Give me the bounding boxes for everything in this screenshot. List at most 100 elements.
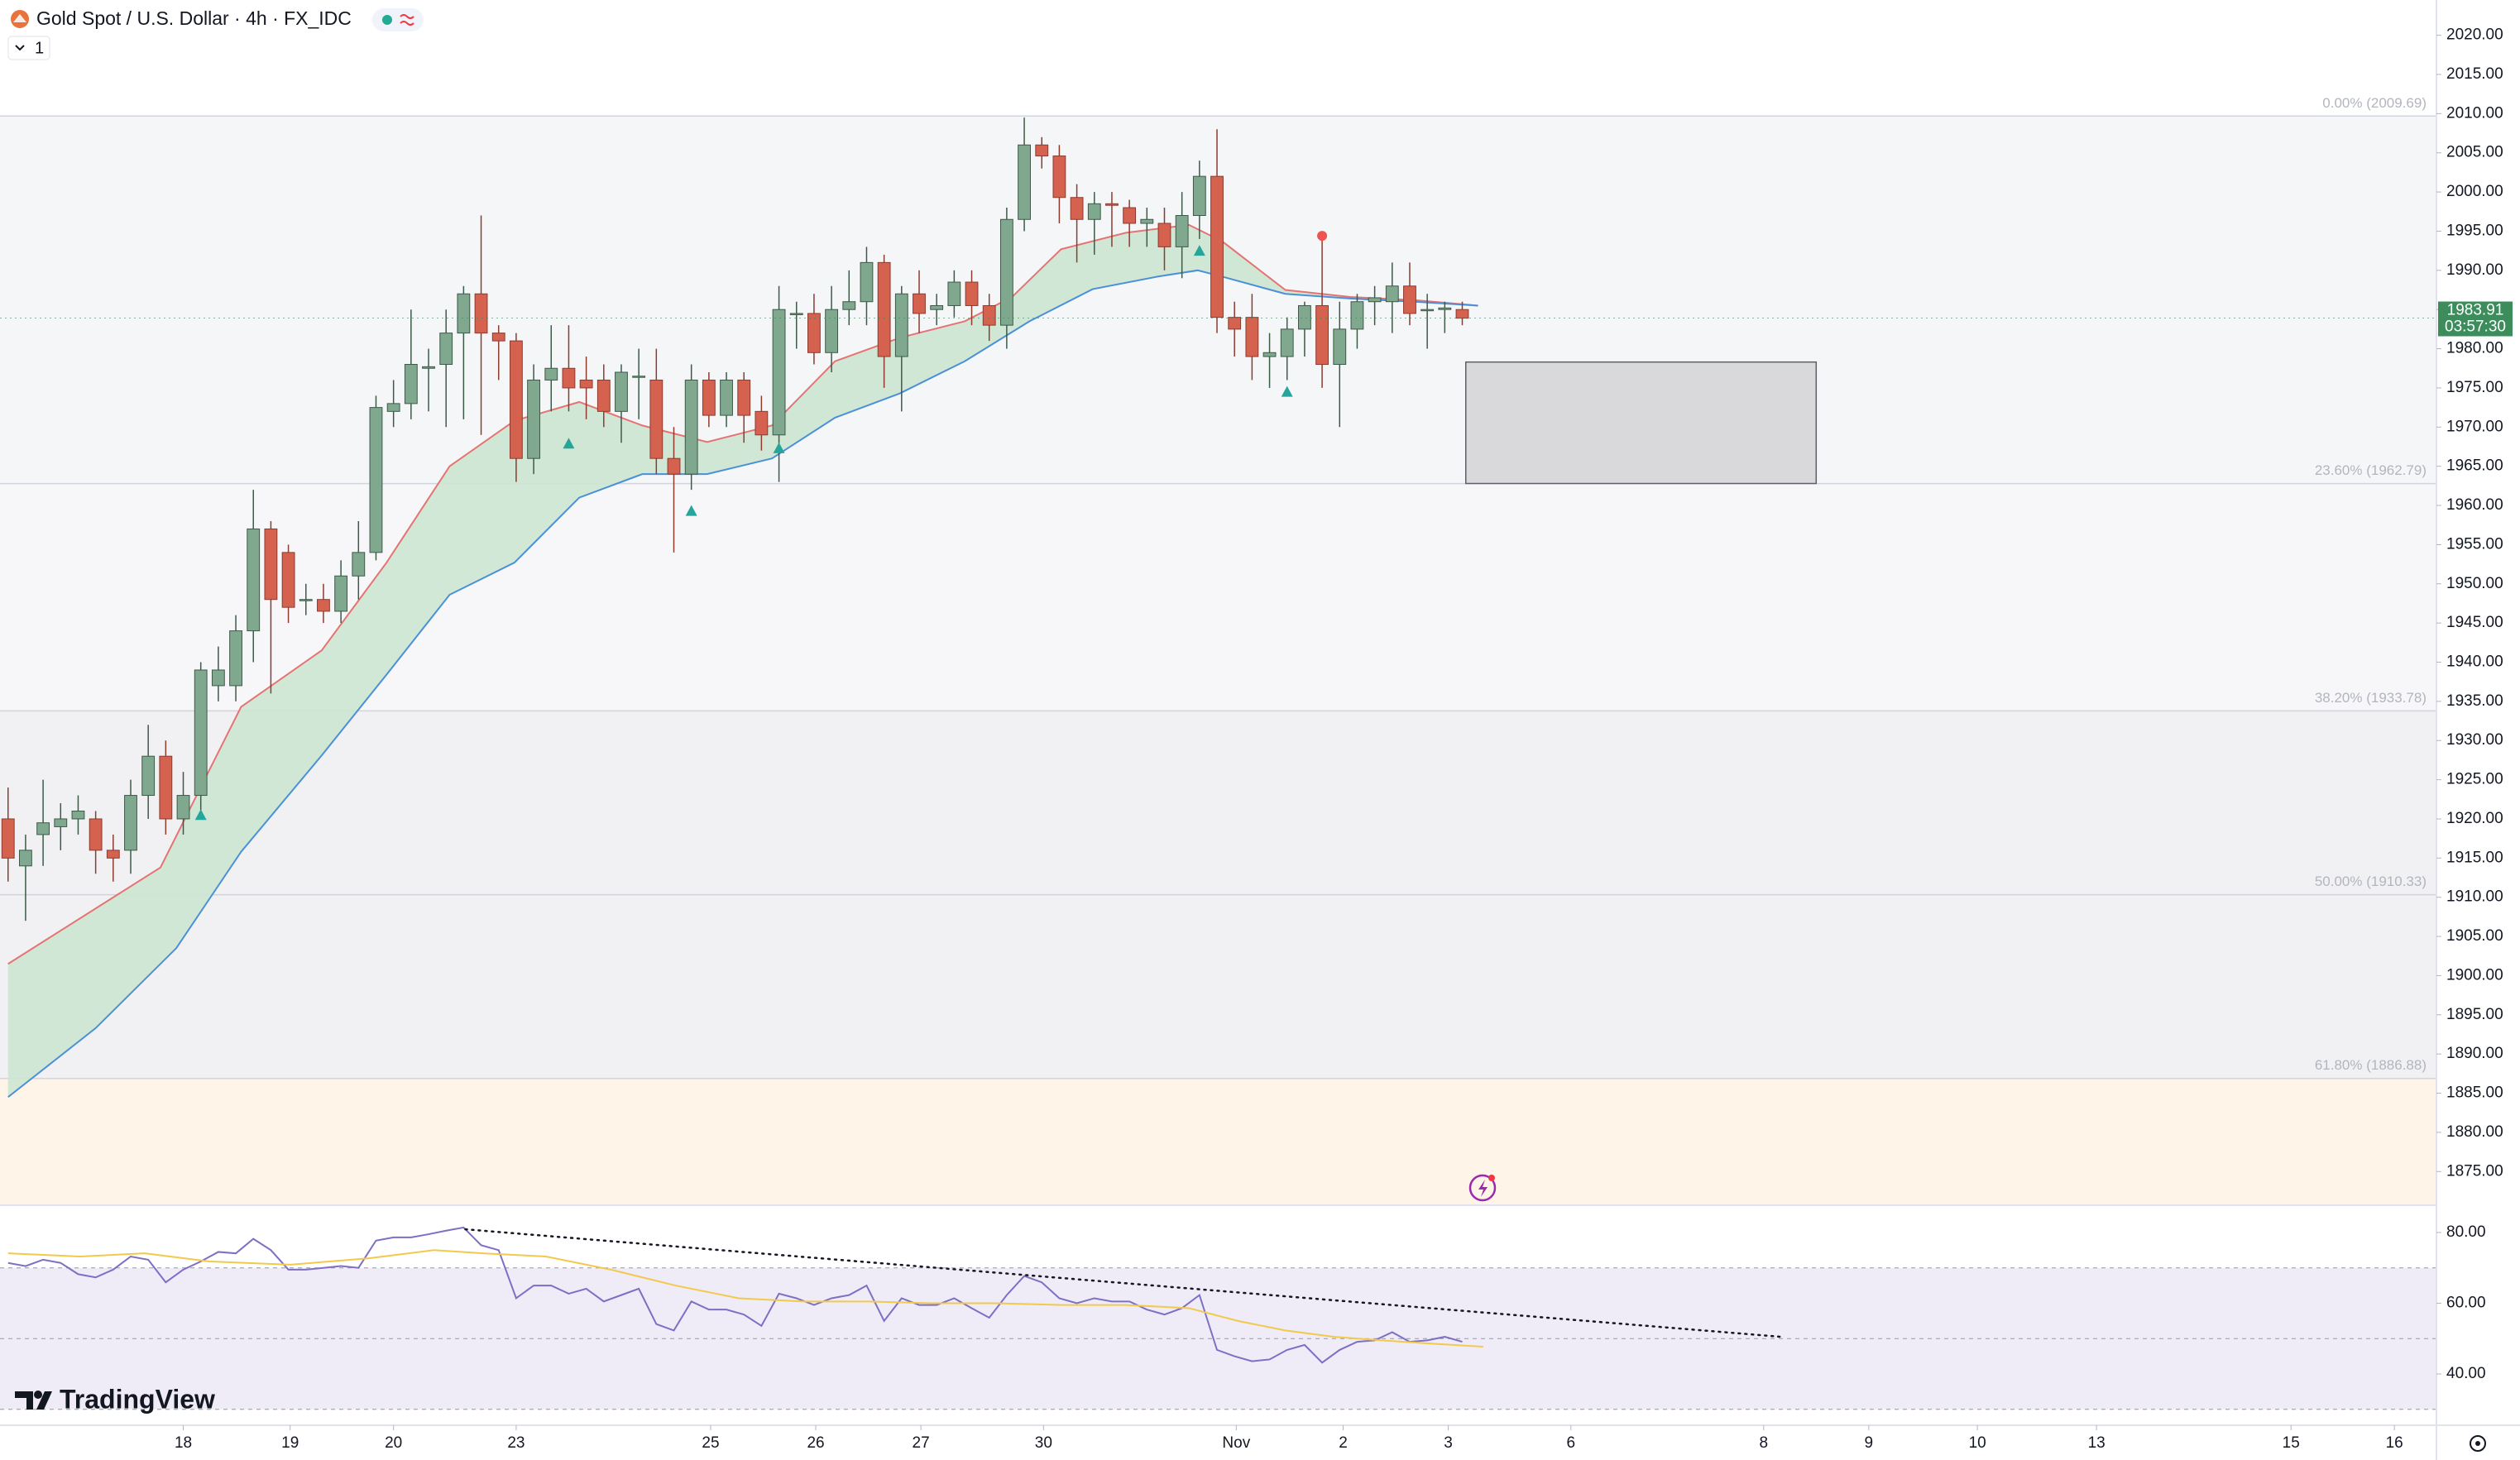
x-tick-label: 18 (175, 1434, 192, 1452)
y-tick-label: 1965.00 (2446, 457, 2503, 475)
rsi-line (7, 1226, 1463, 1364)
candle-body (1403, 285, 1416, 314)
y-tick-label: 1895.00 (2446, 1006, 2503, 1023)
candle-body (579, 379, 593, 389)
candle-body (755, 410, 769, 436)
candle-body (720, 379, 733, 416)
candle-body (1175, 215, 1189, 247)
trend-line (464, 1228, 1783, 1338)
candle-body (89, 818, 103, 851)
candle-body (1438, 307, 1452, 310)
fib-band (0, 1078, 2436, 1205)
candle-body (1245, 317, 1259, 357)
candle-body (1228, 317, 1242, 330)
candle-body (422, 366, 435, 369)
signal-triangle (773, 442, 785, 453)
candle-body (807, 313, 821, 353)
x-tick-label: 27 (913, 1434, 930, 1452)
chevron (15, 45, 25, 51)
countdown-label: 03:57:30 (2445, 318, 2506, 336)
logo-mark-slash (36, 1391, 52, 1410)
x-tick-label: 6 (1567, 1434, 1576, 1452)
delay-icon (400, 14, 414, 26)
candle-body (1333, 328, 1347, 366)
toggle-box[interactable] (7, 36, 50, 60)
last-price-label: 1983.91 (2447, 302, 2504, 319)
candle-body (1280, 328, 1294, 357)
indicator-toggle[interactable]: 1 (7, 36, 50, 60)
alert-icon[interactable] (1468, 1174, 1497, 1202)
candle-body (894, 293, 908, 357)
candle-body (176, 795, 190, 820)
rsi-ma-line (7, 1249, 1483, 1348)
candle-body (334, 575, 348, 612)
y-tick-label: 1875.00 (2446, 1162, 2503, 1180)
gear (2470, 1435, 2486, 1452)
y-tick-label: 1880.00 (2446, 1123, 2503, 1141)
x-tick-label: Nov (1222, 1434, 1250, 1452)
candle-body (211, 669, 225, 687)
candle-body (877, 261, 891, 357)
status-pill[interactable] (372, 8, 424, 31)
signal-triangle (194, 809, 207, 821)
settings-icon[interactable] (2470, 1435, 2486, 1452)
x-tick-label: 13 (2088, 1434, 2106, 1452)
candle-body (596, 379, 611, 412)
candle-body (737, 379, 751, 416)
candle-body (544, 367, 558, 381)
candle-body (474, 293, 488, 334)
logo-mark (15, 1391, 33, 1410)
candle-body (667, 457, 681, 475)
y-tick-label: 1995.00 (2446, 222, 2503, 239)
candle-body (649, 379, 664, 459)
candle-body (1, 818, 15, 859)
candle-body (247, 528, 261, 632)
alert-bolt (1478, 1180, 1488, 1197)
y-tick-label: 1945.00 (2446, 614, 2503, 631)
candle-body (1420, 309, 1435, 312)
y-tick-label: 1975.00 (2446, 379, 2503, 396)
x-tick-label: 26 (807, 1434, 824, 1452)
candle-body (19, 850, 32, 867)
candle-body (229, 630, 242, 687)
plot-layer (0, 117, 2436, 1364)
fib-label: 23.60% (1962.79) (2315, 462, 2427, 478)
fib-band (0, 711, 2436, 895)
y-tick-label: 2005.00 (2446, 144, 2503, 161)
candle-body (54, 818, 68, 827)
y-tick-label: 2000.00 (2446, 183, 2503, 200)
x-tick-label: 10 (1969, 1434, 1986, 1452)
candle-body (509, 340, 523, 459)
candle-body (1140, 218, 1154, 224)
y-tick-label: 1980.00 (2446, 340, 2503, 357)
candle-body (159, 755, 173, 820)
ema-line (7, 223, 1478, 965)
candle-body (439, 333, 453, 366)
y-tick-label: 1960.00 (2446, 496, 2503, 514)
y-tick-label: 40.00 (2446, 1365, 2486, 1382)
candle-body (194, 669, 208, 797)
candle-body (1070, 197, 1084, 220)
gear-center (2475, 1441, 2480, 1446)
candle-body (386, 403, 400, 412)
y-tick-label: 2020.00 (2446, 26, 2503, 44)
y-tick-label: 1910.00 (2446, 888, 2503, 906)
brand-logo[interactable]: TradingView (15, 1384, 215, 1414)
symbol-header[interactable]: Gold Spot / U.S. Dollar · 4h · FX_IDC (11, 7, 424, 31)
signal-triangle (685, 505, 697, 516)
ema-line (7, 269, 1478, 1099)
signal-triangle (1281, 385, 1293, 397)
y-tick-label: 1890.00 (2446, 1045, 2503, 1062)
candle-body (264, 528, 278, 601)
candle-body (842, 301, 856, 310)
candle-body (1315, 304, 1329, 366)
candle-body (930, 304, 944, 310)
y-tick-label: 1925.00 (2446, 771, 2503, 788)
candle-body (1105, 203, 1119, 206)
x-tick-label: 19 (281, 1434, 299, 1452)
x-tick-label: 3 (1444, 1434, 1453, 1452)
candle-body (1385, 285, 1399, 303)
candle-body (404, 364, 418, 404)
alert-ring (1468, 1174, 1497, 1202)
candle-body (772, 309, 786, 436)
